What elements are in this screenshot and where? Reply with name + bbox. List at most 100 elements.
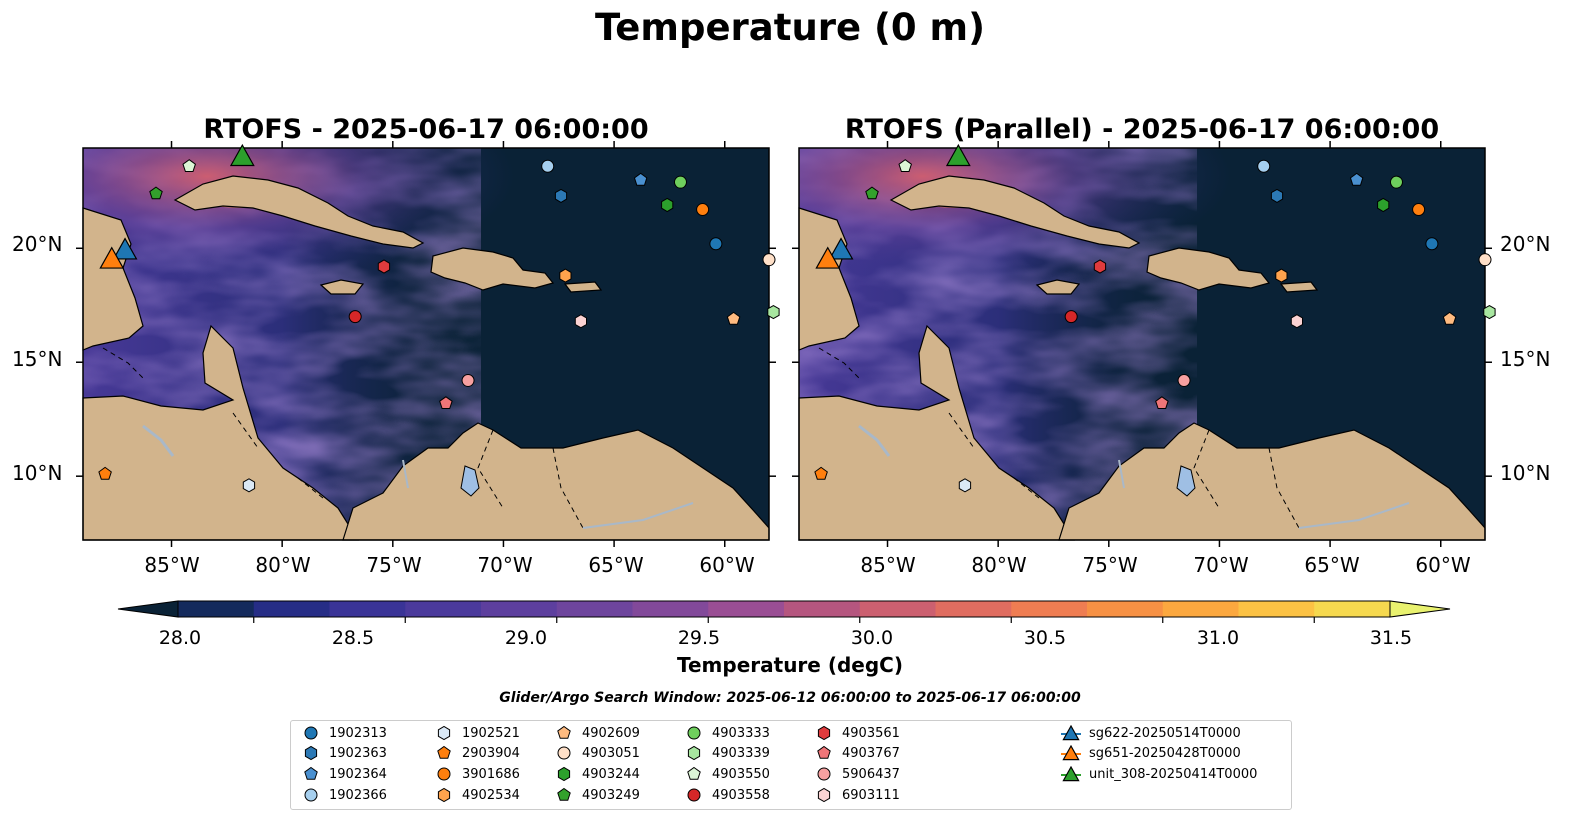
legend-label: 4903244: [582, 766, 640, 782]
legend-label: 4903558: [712, 787, 770, 803]
legend-item: 5906437: [814, 766, 900, 782]
legend-marker: [687, 726, 701, 740]
colorbar-label: Temperature (degC): [677, 653, 903, 677]
map-panel-1: [792, 141, 1492, 547]
legend-marker: [557, 766, 571, 782]
colorbar-tick: 28.0: [158, 627, 202, 649]
map-panel-0: [76, 141, 776, 547]
legend-item: 2903904: [434, 745, 520, 761]
argo-float-1902313: [1425, 237, 1439, 251]
legend-item: 4903333: [684, 725, 770, 741]
legend-label: 5906437: [842, 766, 900, 782]
colorbar-segment: [405, 601, 482, 617]
legend-marker: [437, 725, 451, 741]
map-frame: [82, 147, 770, 541]
glider-sg651-20250428T0000: [99, 246, 125, 269]
legend-item: 4903558: [684, 787, 770, 803]
legend-label: 1902366: [329, 787, 387, 803]
map-title-rtofs: RTOFS - 2025-06-17 06:00:00: [203, 114, 649, 145]
legend-symbol: [557, 725, 571, 739]
legend-symbol: [1062, 745, 1080, 761]
argo-float-5906437: [1177, 373, 1191, 387]
legend-symbol: [1062, 766, 1080, 782]
legend-item: 1902366: [301, 787, 387, 803]
colorbar-segment: [1162, 601, 1239, 617]
map-frame: [798, 147, 1486, 541]
legend-label: 1902363: [329, 745, 387, 761]
legend-item: sg651-20250428T0000: [1061, 745, 1241, 761]
legend-marker: [304, 788, 318, 802]
lat-label-right-20n: 20°N: [1500, 232, 1551, 256]
lon-label-right-75w: 75°W: [1082, 553, 1138, 577]
argo-float-5906437: [461, 373, 475, 387]
legend-item: 1902364: [301, 766, 387, 782]
argo-float-6903111: [1290, 314, 1303, 329]
legend-item: 4903244: [554, 766, 640, 782]
legend-marker: [304, 726, 318, 740]
colorbar-segment: [632, 601, 709, 617]
argo-float-4903244: [661, 197, 674, 213]
colorbar-segment: [1011, 601, 1088, 617]
legend-marker: [437, 767, 451, 781]
lon-label-right-60w: 60°W: [1415, 553, 1471, 577]
argo-float-4903339: [1483, 305, 1496, 320]
legend-symbol: [687, 766, 701, 780]
argo-float-4903767: [1155, 396, 1169, 409]
legend-item: 1902313: [301, 725, 387, 741]
legend-label: 4902534: [462, 787, 520, 803]
lon-label-left-75w: 75°W: [366, 553, 422, 577]
lat-label-left-20n: 20°N: [12, 232, 63, 256]
colorbar-segment: [556, 601, 633, 617]
argo-float-1902313: [709, 237, 723, 251]
legend-marker: [1061, 745, 1081, 761]
lat-label-left-10n: 10°N: [12, 461, 63, 485]
argo-float-4903333: [673, 175, 687, 189]
legend-marker: [437, 745, 451, 759]
argo-float-1902364: [633, 172, 648, 186]
legend-label: sg622-20250514T0000: [1089, 725, 1241, 741]
argo-float-2903904: [98, 466, 112, 480]
legend-label: sg651-20250428T0000: [1089, 745, 1241, 761]
colorbar-segment: [1314, 601, 1391, 617]
colorbar-segment: [481, 601, 558, 617]
colorbar-frame: [177, 600, 1391, 618]
legend-label: 4902609: [582, 725, 640, 741]
colorbar-segment: [329, 601, 406, 617]
argo-float-4903558: [348, 310, 362, 324]
lon-label-right-80w: 80°W: [971, 553, 1027, 577]
map-title-rtofs-parallel: RTOFS (Parallel) - 2025-06-17 06:00:00: [844, 114, 1440, 145]
argo-float-3901686: [1412, 203, 1426, 217]
argo-float-1902364: [1349, 172, 1364, 186]
legend-symbol: [557, 746, 571, 760]
colorbar-tick: 31.0: [1196, 627, 1240, 649]
legend-label: 3901686: [462, 766, 520, 782]
legend-symbol: [437, 745, 451, 759]
legend-marker: [437, 787, 451, 803]
legend-marker: [557, 787, 571, 801]
warm-gulf-region: [799, 148, 1485, 384]
legend-symbol: [557, 766, 571, 782]
colorbar-segment: [253, 601, 330, 617]
legend-marker: [304, 745, 318, 761]
argo-float-4903249: [149, 186, 163, 200]
legend-symbol: [687, 726, 701, 740]
legend-label: 4903561: [842, 725, 900, 741]
colorbar-tick: 29.0: [504, 627, 548, 649]
legend-label: 1902364: [329, 766, 387, 782]
argo-float-3901686: [696, 203, 710, 217]
legend-label: 4903333: [712, 725, 770, 741]
colorbar-segment: [708, 601, 785, 617]
legend-label: 1902521: [462, 725, 520, 741]
colorbar-tick: 30.0: [850, 627, 894, 649]
legend-item: 4903249: [554, 787, 640, 803]
colorbar-segment: [178, 601, 255, 617]
lon-label-right-85w: 85°W: [860, 553, 916, 577]
legend-marker: [557, 746, 571, 760]
legend-label: 4903249: [582, 787, 640, 803]
argo-float-4903767: [439, 396, 453, 409]
legend-marker: [817, 787, 831, 803]
colorbar-tick: 29.5: [677, 627, 721, 649]
argo-float-1902366: [541, 159, 555, 173]
legend-symbol: [817, 787, 831, 803]
colorbar-segment: [935, 601, 1012, 617]
